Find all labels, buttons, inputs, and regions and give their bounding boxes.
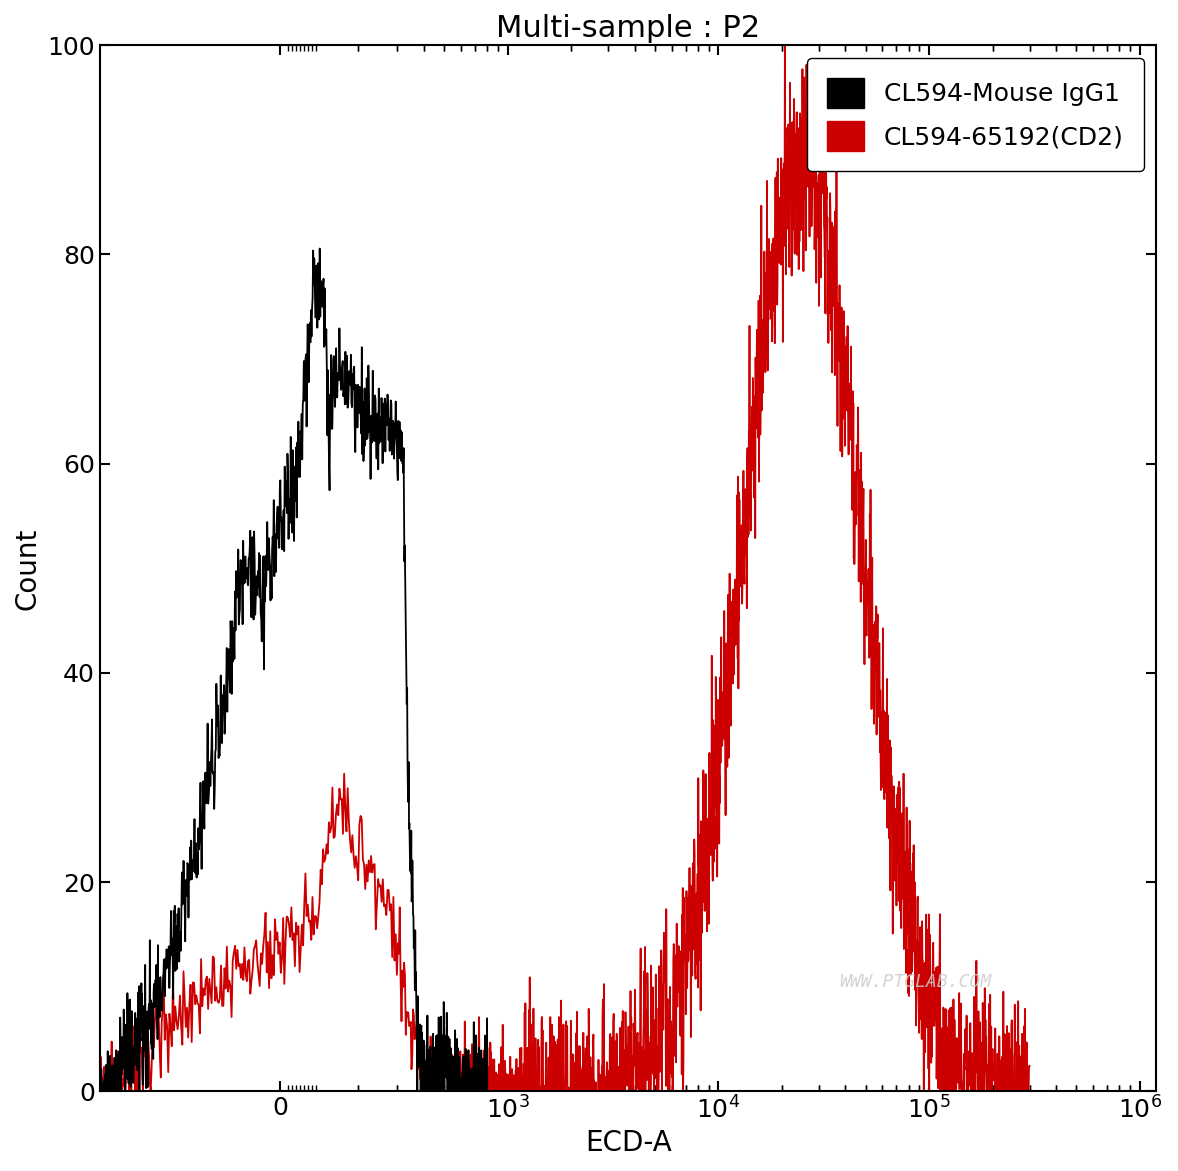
Title: Multi-sample : P2: Multi-sample : P2 <box>496 14 760 43</box>
Legend: CL594-Mouse IgG1, CL594-65192(CD2): CL594-Mouse IgG1, CL594-65192(CD2) <box>807 57 1144 171</box>
X-axis label: ECD-A: ECD-A <box>584 1129 671 1157</box>
Y-axis label: Count: Count <box>14 527 42 610</box>
Text: WWW.PTGLAB.COM: WWW.PTGLAB.COM <box>840 973 992 991</box>
